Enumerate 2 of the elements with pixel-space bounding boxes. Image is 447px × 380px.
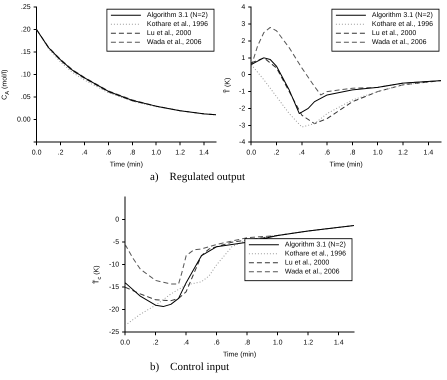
text: a) Regulated output	[150, 171, 246, 183]
text: b) Control input	[150, 361, 230, 373]
